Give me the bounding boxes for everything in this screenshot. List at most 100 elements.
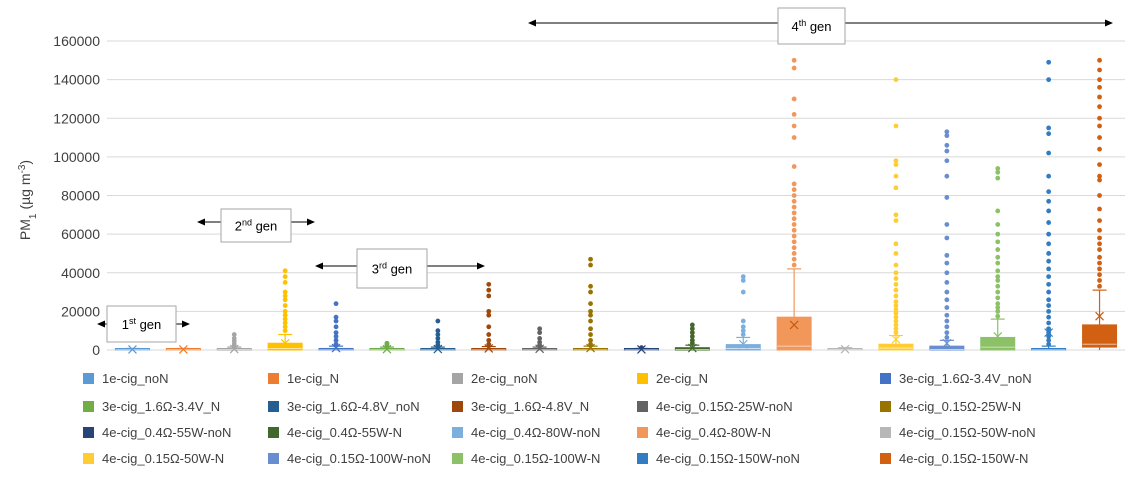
outlier-point bbox=[944, 280, 950, 285]
outlier-point bbox=[791, 111, 797, 117]
outlier-point bbox=[893, 307, 899, 312]
box-15 bbox=[878, 77, 914, 351]
outlier-point bbox=[282, 297, 288, 303]
y-tick-label: 140000 bbox=[53, 72, 100, 88]
outlier-point bbox=[333, 337, 339, 343]
legend-swatch bbox=[268, 373, 279, 384]
box-18 bbox=[1031, 59, 1067, 351]
legend-item-14: 4e-cig_0.15Ω-50W-noN bbox=[880, 425, 1036, 440]
outlier-point bbox=[995, 247, 1001, 252]
box-4 bbox=[318, 301, 354, 353]
outlier-point bbox=[1046, 150, 1052, 156]
box-1 bbox=[165, 344, 201, 354]
outlier-point bbox=[893, 77, 899, 83]
outlier-point bbox=[282, 328, 288, 334]
outlier-point bbox=[944, 252, 950, 258]
outlier-point bbox=[282, 312, 288, 318]
outlier-point bbox=[995, 295, 1001, 301]
legend-item-2: 2e-cig_noN bbox=[452, 371, 538, 386]
outlier-point bbox=[1097, 241, 1102, 247]
legend-label: 3e-cig_1.6Ω-3.4V_noN bbox=[899, 371, 1032, 386]
outlier-point bbox=[944, 330, 950, 336]
outlier-point bbox=[486, 337, 492, 343]
outlier-point bbox=[1097, 206, 1102, 212]
legend-label: 4e-cig_0.15Ω-25W-N bbox=[899, 399, 1021, 414]
arrow-head-left bbox=[97, 320, 105, 328]
outlier-point bbox=[893, 293, 899, 299]
outlier-point bbox=[740, 318, 746, 324]
outlier-point bbox=[791, 210, 797, 216]
box-16 bbox=[929, 129, 965, 351]
outlier-point bbox=[1046, 220, 1052, 225]
annotation-box bbox=[106, 305, 177, 343]
arrow-head-left bbox=[197, 218, 205, 226]
legend-label: 3e-cig_1.6Ω-4.8V_noN bbox=[287, 399, 420, 414]
mean-marker bbox=[687, 343, 697, 353]
outlier-point bbox=[893, 212, 899, 218]
outlier-point bbox=[486, 332, 492, 337]
legend-swatch bbox=[83, 373, 94, 384]
outlier-point bbox=[1097, 235, 1102, 241]
y-tick-labels: 0 20000 40000 60000 80000 100000 120000 140000 1… bbox=[53, 33, 100, 358]
legend-item-19: 4e-cig_0.15Ω-150W-N bbox=[880, 451, 1028, 466]
outlier-point bbox=[1046, 303, 1052, 308]
outlier-point bbox=[537, 330, 543, 336]
outlier-point bbox=[995, 175, 1001, 181]
outlier-point bbox=[995, 283, 1001, 289]
outlier-point bbox=[1097, 162, 1102, 168]
y-tick-label: 40000 bbox=[61, 265, 100, 281]
outlier-point bbox=[995, 308, 1001, 314]
outlier-point bbox=[282, 303, 288, 308]
outlier-point bbox=[1046, 131, 1052, 137]
outlier-point bbox=[791, 256, 797, 262]
mean-marker bbox=[433, 344, 443, 354]
outlier-point bbox=[740, 324, 746, 330]
legend-swatch bbox=[452, 373, 463, 384]
outlier-point bbox=[588, 256, 593, 262]
gen-annotation-1: 1st gen bbox=[97, 305, 190, 343]
outlier-point bbox=[689, 330, 695, 336]
box-6 bbox=[420, 318, 456, 354]
outlier-point bbox=[282, 308, 288, 314]
outlier-point bbox=[1097, 227, 1102, 233]
box-body bbox=[267, 342, 303, 351]
outlier-point bbox=[689, 337, 695, 343]
outlier-point bbox=[740, 278, 746, 283]
legend-item-12: 4e-cig_0.4Ω-80W-noN bbox=[452, 425, 600, 440]
legend-swatch bbox=[83, 401, 94, 412]
legend-label: 1e-cig_noN bbox=[102, 371, 169, 386]
mean-marker bbox=[738, 339, 748, 349]
legend: 1e-cig_noN 1e-cig_N 2e-cig_noN 2e-cig_N 3e-c… bbox=[83, 371, 1036, 466]
mean-marker bbox=[942, 338, 952, 348]
outlier-point bbox=[893, 123, 899, 129]
outlier-point bbox=[1046, 125, 1052, 131]
outlier-point bbox=[639, 345, 644, 351]
outlier-point bbox=[1046, 198, 1052, 204]
legend-item-15: 4e-cig_0.15Ω-50W-N bbox=[83, 451, 224, 466]
annotation-label: 4th gen bbox=[791, 18, 831, 34]
arrow-head-right bbox=[1105, 19, 1113, 27]
outlier-point bbox=[1097, 67, 1102, 73]
box-5 bbox=[369, 340, 405, 354]
outlier-point bbox=[486, 287, 492, 293]
outlier-point bbox=[282, 324, 288, 330]
outlier-point bbox=[588, 326, 593, 332]
outlier-point bbox=[1097, 278, 1102, 283]
legend-item-6: 3e-cig_1.6Ω-4.8V_noN bbox=[268, 399, 420, 414]
outlier-point bbox=[1046, 289, 1052, 295]
outlier-point bbox=[791, 164, 797, 169]
legend-label: 4e-cig_0.15Ω-150W-N bbox=[899, 451, 1028, 466]
outlier-point bbox=[893, 314, 899, 320]
legend-item-4: 3e-cig_1.6Ω-3.4V_noN bbox=[880, 371, 1032, 386]
outlier-point bbox=[333, 314, 339, 320]
outlier-point bbox=[1046, 297, 1052, 303]
mean-marker bbox=[280, 338, 290, 348]
outlier-point bbox=[791, 204, 797, 210]
outlier-point bbox=[944, 142, 950, 148]
y-tick-label: 100000 bbox=[53, 149, 100, 165]
outlier-point bbox=[1097, 115, 1102, 121]
outlier-point bbox=[893, 173, 899, 179]
outlier-point bbox=[791, 245, 797, 251]
outlier-point bbox=[1046, 208, 1052, 214]
outlier-point bbox=[537, 339, 543, 345]
